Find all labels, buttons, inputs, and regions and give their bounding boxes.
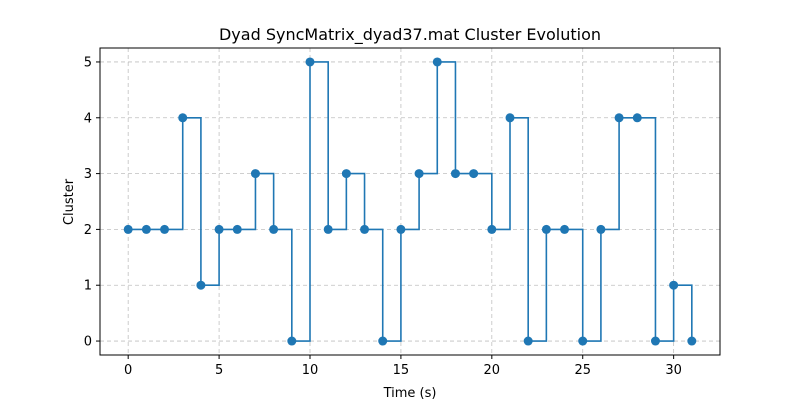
data-point (341, 169, 351, 179)
data-point (687, 336, 697, 346)
y-tick-label: 1 (84, 279, 92, 294)
data-point (669, 280, 679, 290)
x-axis-label: Time (s) (383, 386, 437, 400)
data-point (541, 224, 551, 234)
y-tick-label: 2 (84, 223, 92, 238)
data-point (378, 336, 388, 346)
data-point (505, 113, 515, 123)
data-point (250, 169, 260, 179)
data-point (578, 336, 588, 346)
data-point (523, 336, 533, 346)
data-point (287, 336, 297, 346)
data-point (141, 224, 151, 234)
data-point (123, 224, 133, 234)
data-point (560, 224, 570, 234)
y-tick-label: 5 (84, 55, 92, 70)
y-axis: 0 1 2 3 4 5 (84, 55, 100, 350)
data-point (487, 224, 497, 234)
y-tick-label: 3 (84, 167, 92, 182)
data-point (178, 113, 188, 123)
data-point (414, 169, 424, 179)
y-axis-label: Cluster (62, 178, 77, 225)
x-tick-label: 0 (124, 363, 132, 378)
x-tick-label: 25 (574, 363, 591, 378)
data-point (632, 113, 642, 123)
grid (100, 48, 720, 355)
x-tick-label: 10 (302, 363, 319, 378)
data-point (196, 280, 206, 290)
data-point (614, 113, 624, 123)
data-point (469, 169, 479, 179)
data-point (650, 336, 660, 346)
series-step-line (128, 61, 693, 342)
y-tick-label: 4 (84, 111, 92, 126)
data-point (432, 57, 442, 67)
x-tick-label: 30 (665, 363, 682, 378)
data-point (360, 224, 370, 234)
x-tick-label: 15 (393, 363, 410, 378)
x-axis: 0 5 10 15 20 25 30 (124, 355, 682, 378)
data-point (232, 224, 242, 234)
y-tick-label: 0 (84, 335, 92, 350)
chart-title: Dyad SyncMatrix_dyad37.mat Cluster Evolu… (219, 25, 601, 45)
data-point (160, 224, 170, 234)
data-point (305, 57, 315, 67)
data-point (323, 224, 333, 234)
data-point (214, 224, 224, 234)
plot-area-frame (99, 47, 721, 356)
data-point (269, 224, 279, 234)
x-tick-label: 5 (215, 363, 223, 378)
x-tick-label: 20 (484, 363, 501, 378)
data-point (596, 224, 606, 234)
data-point (450, 169, 460, 179)
series-cluster (123, 57, 697, 346)
data-point (396, 224, 406, 234)
